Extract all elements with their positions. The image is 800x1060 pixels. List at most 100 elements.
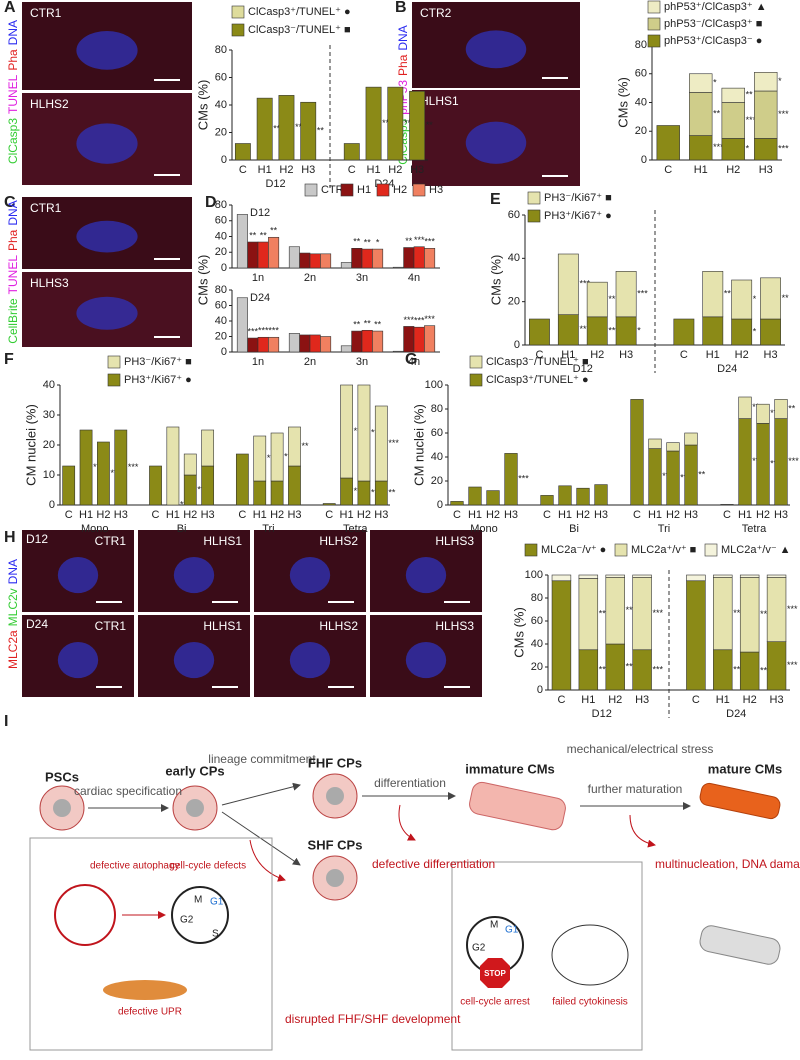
- multinucleated-cm: [699, 925, 781, 965]
- arrow: [221, 782, 301, 806]
- x-tick-label: H3: [770, 694, 784, 706]
- significance: **: [371, 487, 379, 497]
- x-tick-label: H2: [270, 509, 284, 521]
- x-tick-label: C: [633, 509, 641, 521]
- significance: ***: [746, 115, 757, 125]
- bar: [270, 480, 284, 506]
- y-tick-label: 80: [635, 39, 647, 51]
- bar: [673, 318, 695, 346]
- y-tick-label: 20: [431, 475, 443, 487]
- row-label: D24: [26, 617, 48, 631]
- bar: [361, 329, 373, 353]
- x-tick-label: C: [543, 509, 551, 521]
- x-tick-label: 4n: [408, 272, 420, 284]
- significance: **: [317, 126, 325, 136]
- node-label: SHF CPs: [308, 837, 363, 852]
- nucleus: [76, 296, 138, 330]
- legend-label: H3: [429, 184, 443, 196]
- significance: ***: [787, 604, 798, 614]
- legend-swatch: [376, 183, 390, 197]
- x-tick-label: H3: [114, 509, 128, 521]
- bar: [97, 441, 110, 506]
- x-tick-label: C: [65, 509, 73, 521]
- y-tick-label: 100: [525, 569, 543, 581]
- significance: ***: [733, 608, 744, 618]
- bar: [343, 143, 360, 161]
- significance: ***: [518, 474, 529, 484]
- x-tick-label: H1: [648, 509, 662, 521]
- bar: [754, 72, 778, 92]
- bar: [713, 574, 733, 578]
- edge-label: differentiation: [374, 776, 446, 790]
- bar: [357, 384, 371, 482]
- x-tick-label: H3: [594, 509, 608, 521]
- significance: *: [753, 326, 757, 336]
- significance: **: [249, 230, 257, 240]
- bar: [754, 90, 778, 139]
- nucleus: [405, 557, 447, 594]
- nucleus: [326, 869, 344, 887]
- significance: ***: [258, 326, 269, 336]
- x-tick-label: H1: [738, 509, 752, 521]
- x-tick-label: 3n: [356, 272, 368, 284]
- x-tick-label: H1: [561, 349, 575, 361]
- significance: ***: [248, 326, 259, 336]
- bar: [557, 314, 579, 346]
- y-tick-label: 20: [531, 661, 543, 673]
- arrow: [629, 814, 656, 848]
- significance: **: [302, 441, 310, 451]
- edge-label: further maturation: [588, 782, 683, 796]
- nucleus: [53, 799, 71, 817]
- cell-cycle: [171, 886, 229, 944]
- x-tick-label: H2: [743, 694, 757, 706]
- nucleus: [186, 799, 204, 817]
- bar: [79, 429, 93, 506]
- x-tick-label: H1: [716, 694, 730, 706]
- x-tick-label: H1: [79, 509, 93, 521]
- bar: [392, 266, 404, 269]
- y-tick-label: 20: [215, 246, 227, 258]
- significance: ***: [760, 609, 771, 619]
- bar: [253, 435, 267, 482]
- bar: [578, 574, 599, 579]
- bar: [114, 429, 128, 506]
- stop-sign: [480, 958, 510, 988]
- significance: ***: [579, 279, 590, 289]
- bar: [320, 253, 332, 269]
- bar: [340, 384, 353, 479]
- significance: ***: [626, 661, 637, 671]
- significance: **: [426, 120, 434, 130]
- x-tick-label: H1: [468, 509, 482, 521]
- x-tick-label: H3: [410, 164, 424, 176]
- bar: [236, 297, 248, 353]
- x-tick-label: C: [723, 509, 731, 521]
- tile-label: HLHS2: [30, 97, 69, 111]
- x-tick-label: H3: [759, 164, 773, 176]
- node-label: FHF CPs: [308, 755, 362, 770]
- tile-label: HLHS3: [435, 534, 474, 548]
- y-tick-label: 60: [215, 299, 227, 311]
- bar: [424, 325, 436, 353]
- x-tick-label: C: [152, 509, 160, 521]
- bar: [257, 336, 269, 353]
- nucleus: [465, 30, 527, 69]
- x-tick-label: H2: [756, 509, 770, 521]
- x-tick-label: H1: [258, 164, 272, 176]
- bar: [365, 86, 382, 161]
- bar: [309, 253, 321, 269]
- row-label: D12: [26, 532, 48, 546]
- legend-swatch: [524, 543, 538, 557]
- legend-label: CTR: [321, 184, 344, 196]
- legend-label: PH3⁺/Ki67⁺ ●: [124, 374, 192, 386]
- bar: [760, 277, 781, 320]
- bar: [630, 399, 644, 506]
- bar: [309, 334, 321, 353]
- bar: [288, 465, 301, 506]
- x-tick-label: C: [325, 509, 333, 521]
- bar: [256, 97, 273, 161]
- phase: S: [212, 929, 219, 940]
- group-label: D12: [592, 708, 612, 720]
- tile-label: HLHS3: [435, 619, 474, 633]
- x-tick-label: H3: [635, 694, 649, 706]
- panel-letter: I: [4, 713, 8, 730]
